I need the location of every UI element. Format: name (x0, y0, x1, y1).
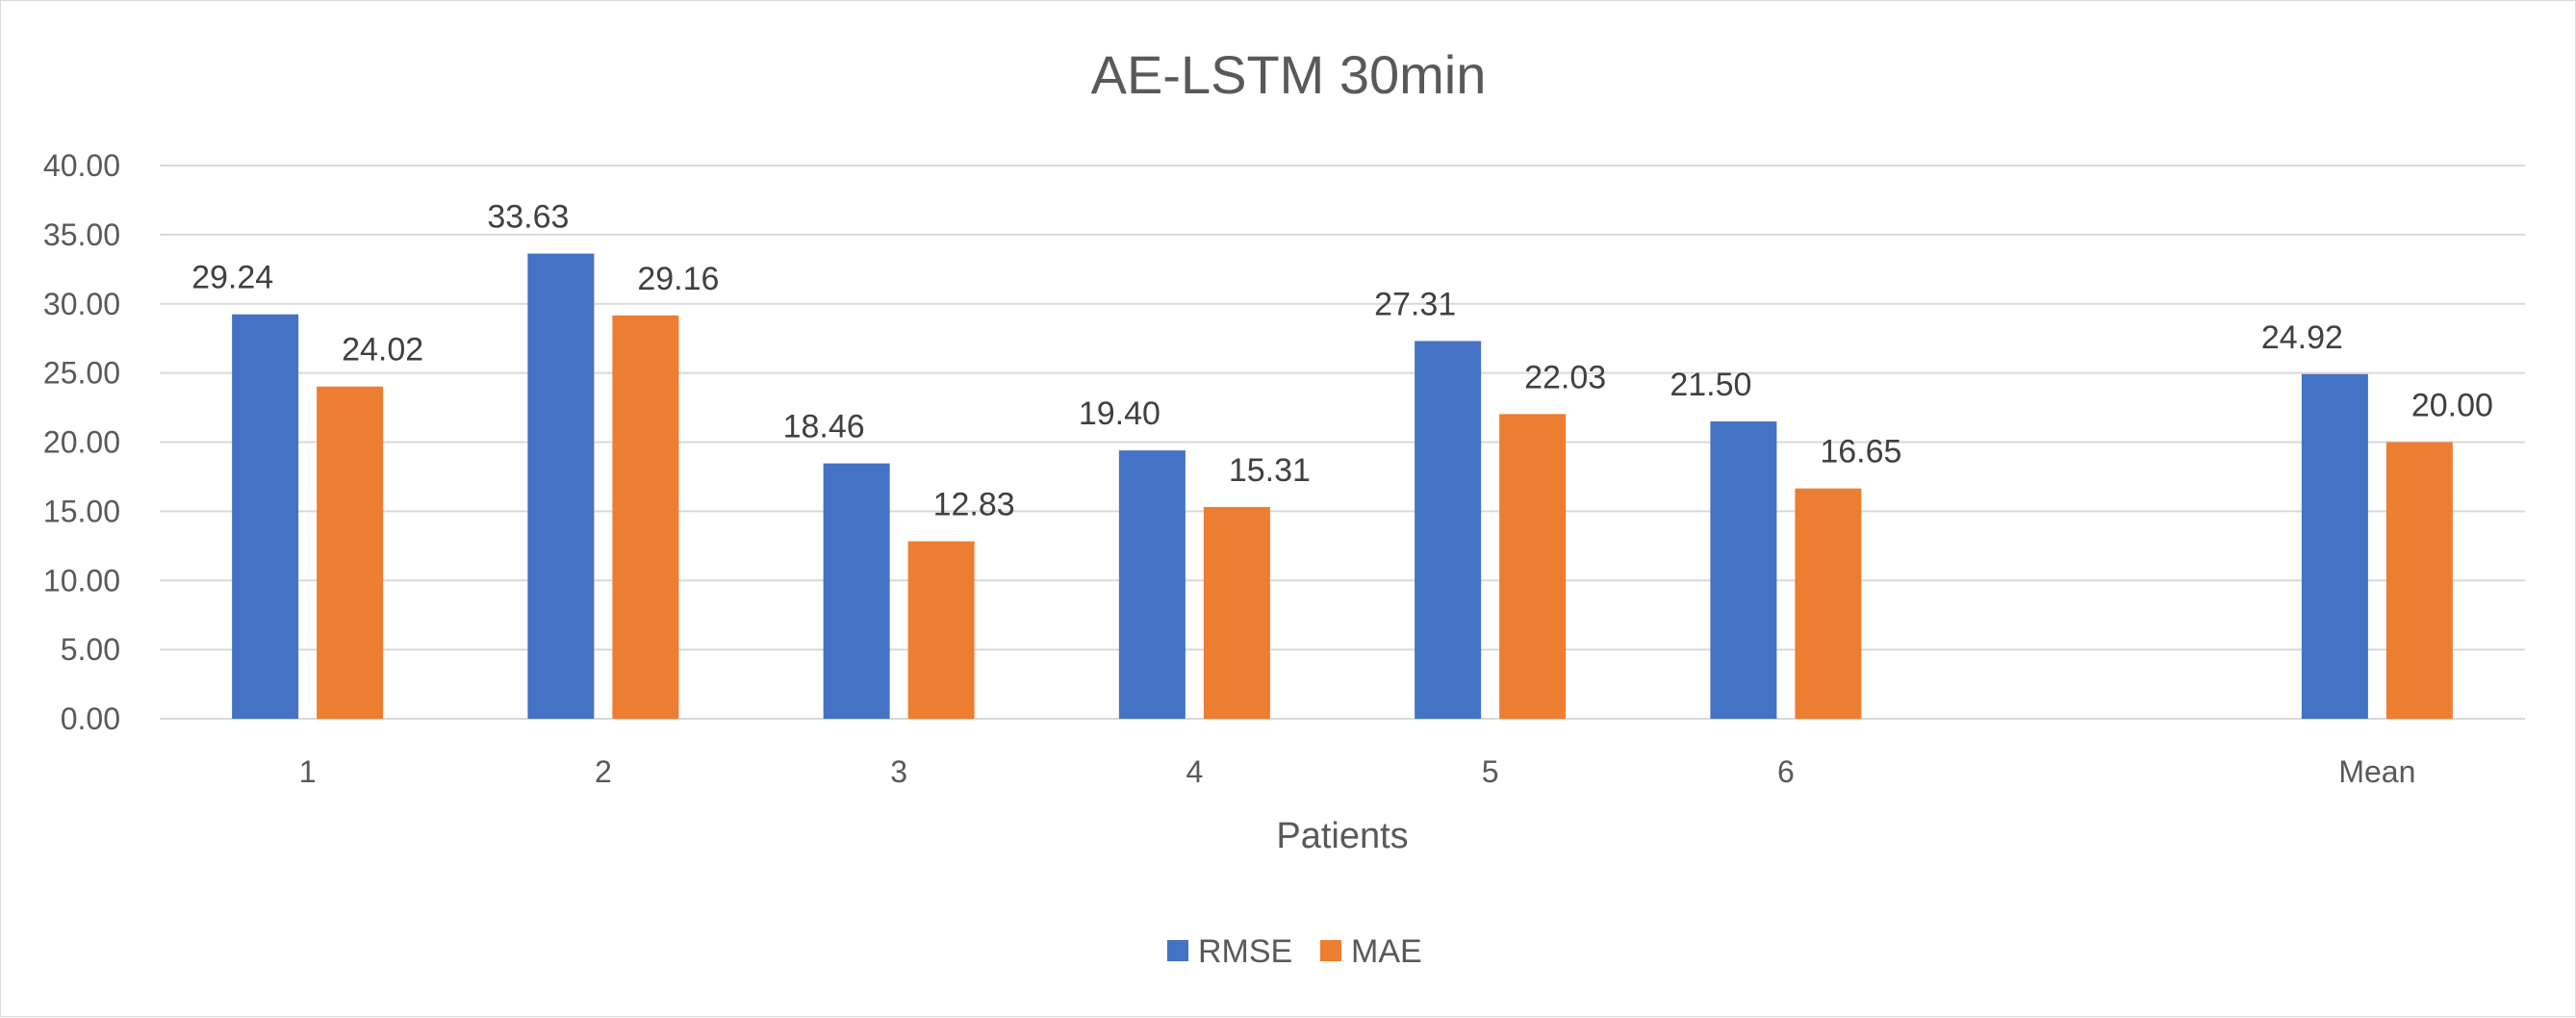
data-label: 29.24 (191, 260, 273, 296)
y-tick-label: 35.00 (43, 217, 120, 252)
data-labels: 29.24 24.02 33.63 29.16 18.46 12.83 19.40 15.31… (191, 199, 2493, 523)
gridlines (160, 165, 2525, 720)
data-label: 18.46 (783, 409, 865, 445)
x-tick-label: 1 (299, 754, 317, 789)
data-label: 33.63 (487, 199, 569, 236)
chart-title: AE-LSTM 30min (1091, 44, 1487, 105)
legend-swatch-rmse (1167, 940, 1188, 961)
y-tick-label: 30.00 (43, 287, 120, 321)
bar-mae-3 (907, 541, 975, 719)
bar-rmse-Mean (2301, 373, 2368, 719)
data-label: 21.50 (1670, 367, 1751, 403)
legend-label-rmse: RMSE (1198, 933, 1292, 970)
y-tick-label: 10.00 (43, 563, 120, 598)
data-label: 19.40 (1079, 395, 1160, 432)
data-label: 29.16 (637, 261, 719, 297)
y-tick-label: 25.00 (43, 356, 120, 391)
x-tick-label: 4 (1186, 754, 1203, 789)
y-axis-tick-labels: 0.00 5.00 10.00 15.00 20.00 25.00 30.00 35.00 40… (43, 148, 120, 736)
legend: RMSE MAE (1167, 933, 1422, 970)
y-tick-label: 0.00 (61, 701, 120, 736)
bar-mae-1 (317, 386, 384, 719)
x-tick-label: 5 (1482, 754, 1499, 789)
data-label: 22.03 (1524, 359, 1606, 395)
bars (232, 253, 2453, 719)
bar-rmse-3 (823, 463, 890, 719)
x-axis-title: Patients (1276, 816, 1408, 856)
x-tick-label: 2 (595, 754, 612, 789)
x-axis-tick-labels: 1 2 3 4 5 6 Mean (299, 754, 2416, 789)
bar-mae-4 (1203, 506, 1270, 719)
bar-mae-6 (1795, 488, 1862, 719)
data-label: 12.83 (933, 487, 1015, 523)
bar-rmse-6 (1710, 420, 1777, 719)
data-label: 27.31 (1374, 286, 1456, 322)
bar-rmse-2 (527, 253, 595, 719)
y-tick-label: 40.00 (43, 148, 120, 183)
bar-rmse-4 (1118, 450, 1186, 719)
bar-rmse-5 (1415, 341, 1482, 719)
data-label: 16.65 (1820, 434, 1901, 471)
x-tick-label: 6 (1777, 754, 1795, 789)
data-label: 15.31 (1229, 452, 1311, 489)
data-label: 24.92 (2261, 319, 2343, 356)
bar-mae-2 (612, 315, 679, 719)
x-tick-label: Mean (2338, 754, 2415, 789)
bar-mae-5 (1499, 414, 1567, 719)
data-label: 24.02 (342, 332, 423, 369)
bar-rmse-1 (232, 314, 299, 719)
y-tick-label: 15.00 (43, 494, 120, 528)
y-tick-label: 5.00 (61, 632, 120, 667)
legend-label-mae: MAE (1351, 933, 1422, 970)
legend-swatch-mae (1320, 940, 1341, 961)
x-tick-label: 3 (890, 754, 907, 789)
bar-mae-Mean (2385, 442, 2453, 719)
data-label: 20.00 (2411, 388, 2493, 424)
y-tick-label: 20.00 (43, 425, 120, 460)
